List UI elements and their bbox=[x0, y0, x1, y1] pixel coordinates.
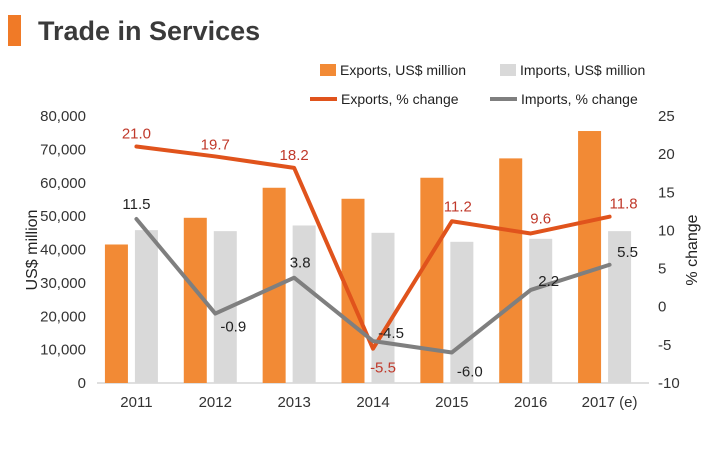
right-axis-title: % change bbox=[684, 214, 701, 285]
imports-change-line bbox=[134, 216, 612, 355]
exports-change-label: -5.5 bbox=[370, 360, 396, 377]
exports-change-line bbox=[134, 144, 612, 351]
left-tick-label: 20,000 bbox=[40, 308, 86, 325]
exports-bar bbox=[499, 158, 523, 383]
imports-change-label: 2.2 bbox=[538, 273, 559, 290]
left-tick-label: 80,000 bbox=[40, 108, 86, 125]
legend-swatch-imports-bar bbox=[500, 64, 516, 76]
imports-bar bbox=[608, 231, 632, 383]
imports-change-label: 3.8 bbox=[290, 255, 311, 272]
legend-label-exports-bar: Exports, US$ million bbox=[340, 62, 466, 78]
imports-bar bbox=[292, 225, 316, 383]
imports-change-label: 11.5 bbox=[122, 196, 150, 213]
x-tick-label: 2017 (e) bbox=[582, 394, 638, 411]
right-tick-label: 20 bbox=[658, 146, 675, 163]
right-tick-label: 0 bbox=[658, 299, 666, 316]
title-accent-bar bbox=[8, 15, 21, 46]
line-series bbox=[134, 144, 612, 355]
bar-series bbox=[104, 131, 632, 383]
exports-change-label: 21.0 bbox=[122, 126, 151, 143]
exports-bar bbox=[183, 217, 207, 383]
left-axis-title: US$ million bbox=[24, 210, 41, 291]
legend: Exports, US$ million Imports, US$ millio… bbox=[310, 62, 645, 107]
legend-label-exports-line: Exports, % change bbox=[341, 91, 459, 107]
right-tick-label: -5 bbox=[658, 337, 671, 354]
exports-change-label: 9.6 bbox=[530, 210, 551, 227]
legend-label-imports-bar: Imports, US$ million bbox=[520, 62, 645, 78]
left-tick-label: 50,000 bbox=[40, 208, 86, 225]
left-tick-label: 60,000 bbox=[40, 175, 86, 192]
left-tick-label: 10,000 bbox=[40, 342, 86, 359]
data-labels: 21.0 19.7 18.2 -5.5 11.2 9.6 11.8 11.5 -0.9 3.8 -4… bbox=[122, 126, 638, 381]
imports-change-label: -6.0 bbox=[457, 363, 483, 380]
exports-bar bbox=[420, 177, 444, 383]
imports-change-label: -4.5 bbox=[378, 325, 404, 342]
x-tick-label: 2016 bbox=[514, 394, 547, 411]
legend-swatch-exports-bar bbox=[320, 64, 336, 76]
exports-bar bbox=[341, 198, 365, 383]
left-y-axis: 0 10,000 20,000 30,000 40,000 50,000 60,000 70,… bbox=[40, 108, 86, 392]
legend-label-imports-line: Imports, % change bbox=[521, 91, 638, 107]
right-tick-label: 5 bbox=[658, 261, 666, 278]
right-tick-label: 15 bbox=[658, 184, 675, 201]
x-tick-label: 2012 bbox=[199, 394, 232, 411]
exports-bar bbox=[578, 131, 602, 383]
left-tick-label: 40,000 bbox=[40, 242, 86, 259]
x-tick-label: 2014 bbox=[356, 394, 389, 411]
imports-bar bbox=[134, 230, 158, 383]
chart-title: Trade in Services bbox=[38, 16, 260, 46]
imports-bar bbox=[450, 241, 474, 383]
imports-bar bbox=[529, 238, 553, 383]
left-tick-label: 0 bbox=[78, 375, 86, 392]
x-tick-label: 2013 bbox=[277, 394, 310, 411]
left-tick-label: 70,000 bbox=[40, 141, 86, 158]
right-tick-label: 25 bbox=[658, 108, 675, 125]
imports-change-label: 5.5 bbox=[617, 244, 638, 261]
imports-change-label: -0.9 bbox=[220, 319, 246, 336]
x-tick-label: 2015 bbox=[435, 394, 468, 411]
right-y-axis: -10 -5 0 5 10 15 20 25 bbox=[658, 108, 680, 392]
exports-change-label: 11.2 bbox=[444, 198, 472, 215]
x-tick-label: 2011 bbox=[120, 394, 152, 411]
exports-change-label: 11.8 bbox=[610, 196, 638, 213]
x-axis: 2011 2012 2013 2014 2015 2016 2017 (e) bbox=[97, 382, 649, 411]
exports-bar bbox=[104, 244, 128, 383]
exports-change-label: 18.2 bbox=[280, 147, 309, 164]
left-tick-label: 30,000 bbox=[40, 275, 86, 292]
right-tick-label: -10 bbox=[658, 375, 680, 392]
right-tick-label: 10 bbox=[658, 222, 675, 239]
exports-change-label: 19.7 bbox=[201, 136, 230, 153]
